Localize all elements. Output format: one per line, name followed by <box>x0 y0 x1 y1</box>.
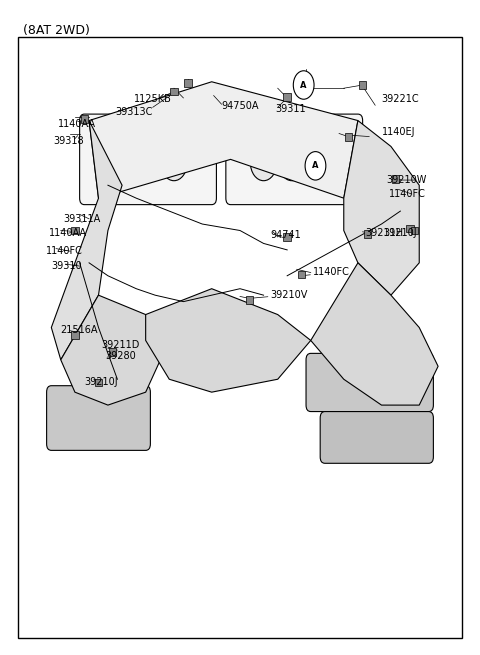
Bar <box>184 79 192 87</box>
Text: 39211D: 39211D <box>101 340 139 350</box>
Bar <box>246 297 253 304</box>
Circle shape <box>279 145 305 181</box>
Bar <box>406 225 414 233</box>
Text: 39210J: 39210J <box>383 228 417 238</box>
Text: A: A <box>300 81 307 90</box>
Bar <box>109 348 117 356</box>
FancyBboxPatch shape <box>306 353 433 411</box>
Text: 1125KB: 1125KB <box>134 94 172 104</box>
Text: 39221C: 39221C <box>382 94 419 104</box>
Bar <box>283 233 291 241</box>
Polygon shape <box>51 121 122 360</box>
Bar <box>359 81 366 89</box>
Circle shape <box>293 71 314 99</box>
Polygon shape <box>344 121 419 295</box>
Bar <box>71 331 79 339</box>
Text: 39210W: 39210W <box>386 176 426 185</box>
Text: 21516A: 21516A <box>60 326 97 335</box>
Bar <box>363 230 371 238</box>
Polygon shape <box>89 82 358 198</box>
Text: 39310: 39310 <box>51 261 82 271</box>
Circle shape <box>305 151 326 180</box>
Bar <box>345 133 352 141</box>
Circle shape <box>251 145 277 181</box>
Text: 1140AA: 1140AA <box>59 119 96 129</box>
Text: 39318: 39318 <box>54 136 84 147</box>
FancyBboxPatch shape <box>80 114 216 204</box>
Text: 39210V: 39210V <box>271 290 308 301</box>
Text: 1140FC: 1140FC <box>389 189 426 200</box>
Text: 39211H: 39211H <box>365 228 403 238</box>
Text: 39313C: 39313C <box>115 107 153 117</box>
FancyBboxPatch shape <box>226 114 362 204</box>
Bar <box>71 227 79 234</box>
Polygon shape <box>61 295 169 405</box>
FancyBboxPatch shape <box>320 411 433 463</box>
Bar <box>411 227 418 234</box>
Text: 94750A: 94750A <box>221 101 259 111</box>
Text: 39280: 39280 <box>106 351 136 361</box>
Polygon shape <box>311 263 438 405</box>
Bar <box>283 93 291 100</box>
Bar <box>170 88 178 96</box>
Text: 39210J: 39210J <box>84 377 118 387</box>
Circle shape <box>307 145 334 181</box>
Bar <box>81 115 88 123</box>
Bar <box>95 379 102 386</box>
Text: 1140AA: 1140AA <box>49 228 87 238</box>
Text: 1140EJ: 1140EJ <box>382 126 415 137</box>
FancyBboxPatch shape <box>47 386 150 451</box>
Circle shape <box>161 145 187 181</box>
Text: A: A <box>312 161 319 170</box>
Circle shape <box>132 145 159 181</box>
Circle shape <box>104 145 131 181</box>
Text: (8AT 2WD): (8AT 2WD) <box>23 24 90 37</box>
Polygon shape <box>145 289 311 392</box>
Text: 94741: 94741 <box>271 230 301 240</box>
Bar <box>392 175 399 183</box>
Text: 39311A: 39311A <box>63 214 100 224</box>
Text: 1140FC: 1140FC <box>46 246 83 256</box>
Text: 39311: 39311 <box>276 104 306 114</box>
Bar <box>298 271 305 278</box>
Text: 1140FC: 1140FC <box>313 267 350 277</box>
